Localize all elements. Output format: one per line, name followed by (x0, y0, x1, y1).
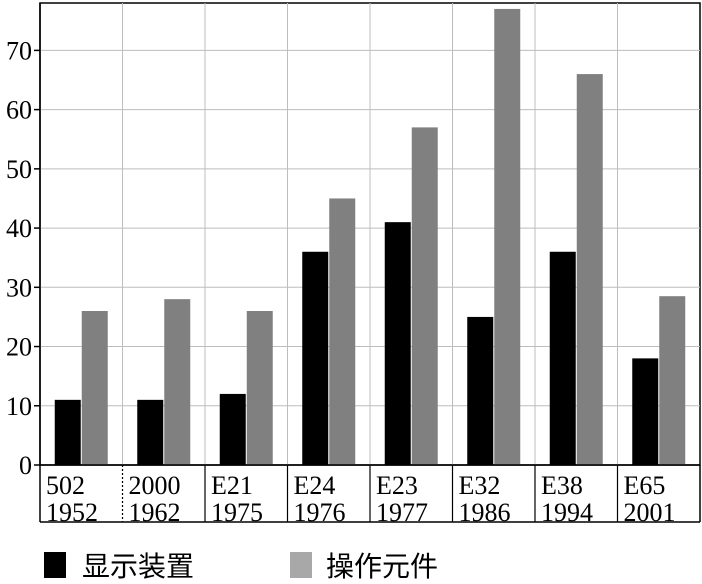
category-label-model: E32 (459, 471, 501, 500)
bar-control-element (164, 299, 191, 465)
bar-display-device (54, 399, 81, 465)
category-label-year: 1962 (129, 498, 181, 527)
bar-display-device (384, 222, 411, 465)
y-tick-label: 70 (6, 36, 32, 65)
category-label-model: E38 (541, 471, 583, 500)
bar-control-element (81, 311, 108, 465)
bar-display-device (137, 399, 164, 465)
category-label-model: E23 (376, 471, 418, 500)
category-label-year: 1986 (459, 498, 511, 527)
y-tick-label: 20 (6, 333, 32, 362)
category-label-model: E65 (624, 471, 666, 500)
category-label-model: 2000 (129, 471, 181, 500)
y-tick-label: 0 (19, 451, 32, 480)
legend-label-control-element: 操作元件 (326, 550, 438, 583)
bar-display-device (302, 251, 329, 465)
legend-swatch-control-element (290, 552, 312, 578)
y-tick-label: 60 (6, 96, 32, 125)
category-label-year: 1994 (541, 498, 593, 527)
bar-control-element (494, 8, 521, 466)
category-label-year: 1976 (294, 498, 346, 527)
y-tick-label: 40 (6, 214, 32, 243)
legend-swatch-display-device (44, 552, 66, 578)
bar-display-device (467, 316, 494, 465)
category-label-year: 1952 (46, 498, 98, 527)
bar-control-element (329, 198, 356, 465)
bar-display-device (632, 358, 659, 465)
bar-display-device (549, 251, 576, 465)
bar-control-element (411, 127, 438, 465)
category-label-model: E24 (294, 471, 336, 500)
y-tick-label: 30 (6, 273, 32, 302)
bar-control-element (246, 311, 273, 465)
category-label-year: 1975 (211, 498, 263, 527)
y-tick-label: 50 (6, 155, 32, 184)
bar-display-device (219, 393, 246, 465)
legend-label-display-device: 显示装置 (82, 550, 194, 583)
category-label-model: 502 (46, 471, 85, 500)
bar-control-element (659, 296, 686, 465)
category-label-year: 2001 (624, 498, 676, 527)
category-label-model: E21 (211, 471, 253, 500)
category-label-year: 1977 (376, 498, 428, 527)
bar-control-element (576, 74, 603, 466)
y-tick-label: 10 (6, 392, 32, 421)
